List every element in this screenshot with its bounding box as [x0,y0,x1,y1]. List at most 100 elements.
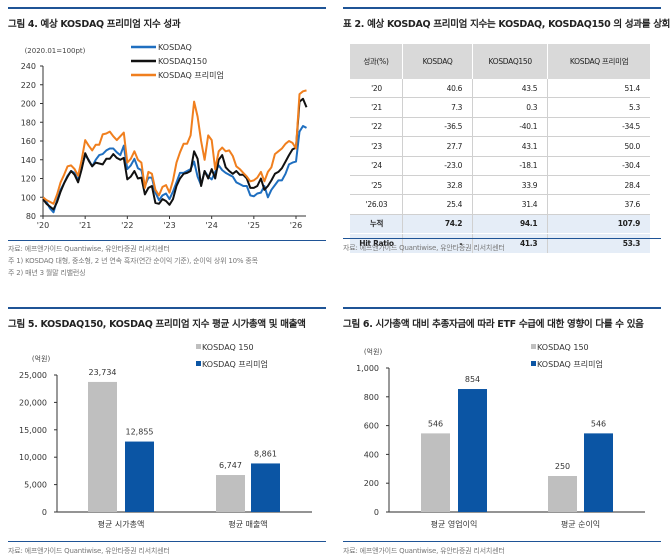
bar [216,475,245,512]
legend-swatch [531,361,536,366]
bar [251,463,280,512]
bar [421,433,450,512]
row-label: '26.03 [350,194,403,215]
cell-value: 28.4 [547,175,650,196]
bar-value-label: 8,861 [254,449,277,458]
x-tick-label: '26 [290,221,302,230]
x-tick-label: '20 [37,221,49,230]
bar [458,389,487,512]
cell-value: 51.4 [547,79,650,99]
bar-value-label: 546 [591,419,606,428]
y-tick-label: 15,000 [19,426,47,435]
y-tick-label: 240 [21,62,36,71]
legend-swatch [531,344,536,349]
cell-value: -40.1 [472,117,549,138]
y-tick-label: 160 [21,137,36,146]
row-label: 누적 [350,214,403,235]
table-row: '25 32.8 33.9 28.4 [350,175,650,196]
bar-value-label: 23,734 [89,368,117,377]
x-tick-label: '23 [163,221,175,230]
y-tick-label: 20,000 [19,398,47,407]
category-label: 평균 시가총액 [98,519,145,529]
category-label: 평균 영업이익 [431,519,478,529]
fig4-footnote-2: 주 2) 매년 3 월말 리밸런싱 [8,269,86,277]
legend-label: KOSDAQ [158,43,192,52]
fig4-line-chart: (2020.01=100pt) 80 100 120 140 160 180 200 220 24… [21,43,308,230]
fig4-title: 그림 4. 예상 KOSDAQ 프리미엄 지수 성과 [8,19,181,30]
cell-value: 37.6 [547,194,650,215]
cell-value: 27.7 [402,136,474,157]
series-line-1 [42,97,308,211]
row-label: '21 [350,97,403,118]
cell-value: 32.8 [402,175,474,196]
cell-value: -30.4 [547,156,650,176]
y-tick-label: 800 [364,393,379,402]
cell-value: 74.2 [402,214,474,235]
cell-value: 31.4 [472,194,549,215]
fig5-source-note: 자료: 에프앤가이드 Quantiwise, 유안타증권 리서치센터 [8,547,170,555]
x-tick-label: '21 [79,221,91,230]
y-tick-label: 5,000 [24,481,47,490]
fig5-title: 그림 5. KOSDAQ150, KOSDAQ 프리미엄 지수 평균 시가총액 … [8,319,306,330]
y-tick-label: 25,000 [19,371,47,380]
y-tick-label: 180 [21,118,36,127]
fig6-title: 그림 6. 시가총액 대비 추종자금에 따라 ETF 수급에 대한 영향이 다를… [343,319,644,330]
cell-value: 5.3 [547,97,650,118]
y-tick-label: 220 [21,81,36,90]
fig5-source-rule [8,541,326,542]
table-row: '22 -36.5 -40.1 -34.5 [350,117,650,138]
legend-swatch [196,344,201,349]
table-row: '26.03 25.4 31.4 37.6 [350,194,650,215]
cell-value: 94.1 [472,214,549,235]
bar-value-label: 854 [465,375,480,384]
fig4-footnote-1: 주 1) KOSDAQ 대형, 중소형, 2 년 연속 흑자(연간 순이익 기준… [8,257,258,265]
cell-value: 7.3 [402,97,474,118]
y-tick-label: 0 [374,508,379,517]
y-tick-label: 0 [42,508,47,517]
legend-label: KOSDAQ150 [158,57,207,66]
y-tick-label: 100 [21,193,36,202]
cell-value: 50.0 [547,136,650,157]
cell-value: -18.1 [472,156,549,176]
category-label: 평균 순이익 [561,519,600,529]
x-tick-label: '22 [121,221,133,230]
row-label: '20 [350,79,403,99]
y-tick-label: 120 [21,175,36,184]
table2-source-note: 자료: 에프앤가이드 Quantiwise, 유안타증권 리서치센터 [343,244,505,252]
fig6-source-note: 자료: 에프앤가이드 Quantiwise, 유안타증권 리서치센터 [343,547,505,555]
fig4-source-rule [8,240,326,241]
bar-value-label: 12,855 [126,428,154,437]
col-header: KOSDAQ150 [472,44,549,79]
table-row: '24 -23.0 -18.1 -30.4 [350,156,650,176]
row-label: '23 [350,136,403,157]
y-axis-label: (억원) [364,347,383,356]
row-label: '22 [350,117,403,138]
y-tick-label: 600 [364,422,379,431]
cell-value: -34.5 [547,117,650,138]
cell-value: 0.3 [472,97,549,118]
table-row: '21 7.3 0.3 5.3 [350,97,650,118]
row-label: '25 [350,175,403,196]
bar [125,441,154,512]
fig4-top-rule [8,7,326,9]
cell-value: -36.5 [402,117,474,138]
cell-value: 43.5 [472,79,549,99]
fig6-bar-chart: (억원) 0 200 400 600 800 1,000 546 854 평균 영업이익 250 54… [356,343,645,529]
table-summary-row: Hit Ratio -41.3 53.3 [350,233,650,254]
bar [88,381,117,512]
row-label: '24 [350,156,403,176]
fig4-source-note: 자료: 에프앤가이드 Quantiwise, 유안타증권 리서치센터 [8,245,170,253]
y-tick-label: 400 [364,450,379,459]
cell-value: 53.3 [547,233,650,254]
cell-value: -23.0 [402,156,474,176]
col-header: 성과(%) [350,44,403,79]
y-tick-label: 200 [21,100,36,109]
legend-label: KOSDAQ 150 [537,343,589,352]
cell-value: 107.9 [547,214,650,235]
y-tick-label: 80 [26,212,36,221]
bar-value-label: 6,747 [219,461,242,470]
legend-label: KOSDAQ 150 [202,343,254,352]
legend-label: KOSDAQ 프리미엄 [202,359,268,369]
legend-swatch [196,361,201,366]
table-summary-row: 누적 74.2 94.1 107.9 [350,214,650,235]
